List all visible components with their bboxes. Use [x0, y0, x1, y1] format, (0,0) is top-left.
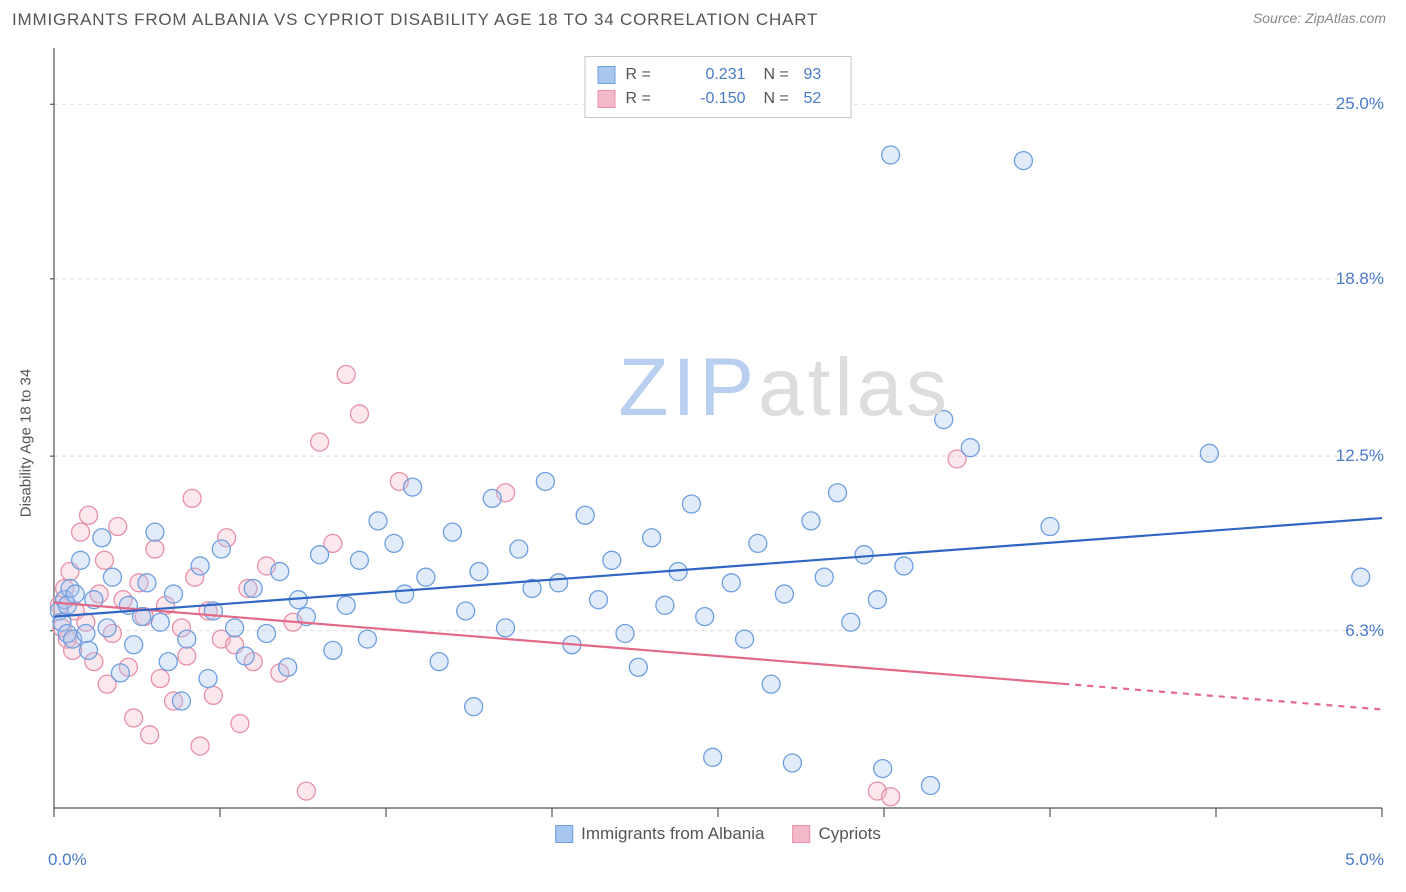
legend-label-a: Immigrants from Albania — [581, 824, 764, 844]
scatter-chart — [50, 48, 1386, 838]
chart-title: IMMIGRANTS FROM ALBANIA VS CYPRIOT DISAB… — [12, 10, 818, 30]
y-tick-label: 6.3% — [1345, 621, 1384, 641]
y-axis-label: Disability Age 18 to 34 — [18, 369, 35, 517]
y-tick-label: 18.8% — [1336, 269, 1384, 289]
n-value-a: 93 — [804, 63, 839, 87]
series-legend: Immigrants from Albania Cypriots — [555, 824, 881, 844]
correlation-legend: R = 0.231 N = 93 R = -0.150 N = 52 — [585, 56, 852, 118]
y-tick-label: 12.5% — [1336, 446, 1384, 466]
swatch-series-b-icon — [792, 825, 810, 843]
legend-label-b: Cypriots — [818, 824, 880, 844]
r-value-a: 0.231 — [676, 63, 746, 87]
r-value-b: -0.150 — [676, 87, 746, 111]
swatch-series-b — [598, 90, 616, 108]
source-attribution: Source: ZipAtlas.com — [1253, 10, 1386, 26]
n-value-b: 52 — [804, 87, 839, 111]
legend-row-series-b: R = -0.150 N = 52 — [598, 87, 839, 111]
swatch-series-a-icon — [555, 825, 573, 843]
y-tick-label: 25.0% — [1336, 94, 1384, 114]
legend-row-series-a: R = 0.231 N = 93 — [598, 63, 839, 87]
x-axis-max: 5.0% — [1345, 850, 1384, 870]
legend-item-b: Cypriots — [792, 824, 880, 844]
legend-item-a: Immigrants from Albania — [555, 824, 764, 844]
chart-area: Disability Age 18 to 34 ZIPatlas R = 0.2… — [50, 48, 1386, 838]
swatch-series-a — [598, 66, 616, 84]
x-axis-origin: 0.0% — [48, 850, 87, 870]
